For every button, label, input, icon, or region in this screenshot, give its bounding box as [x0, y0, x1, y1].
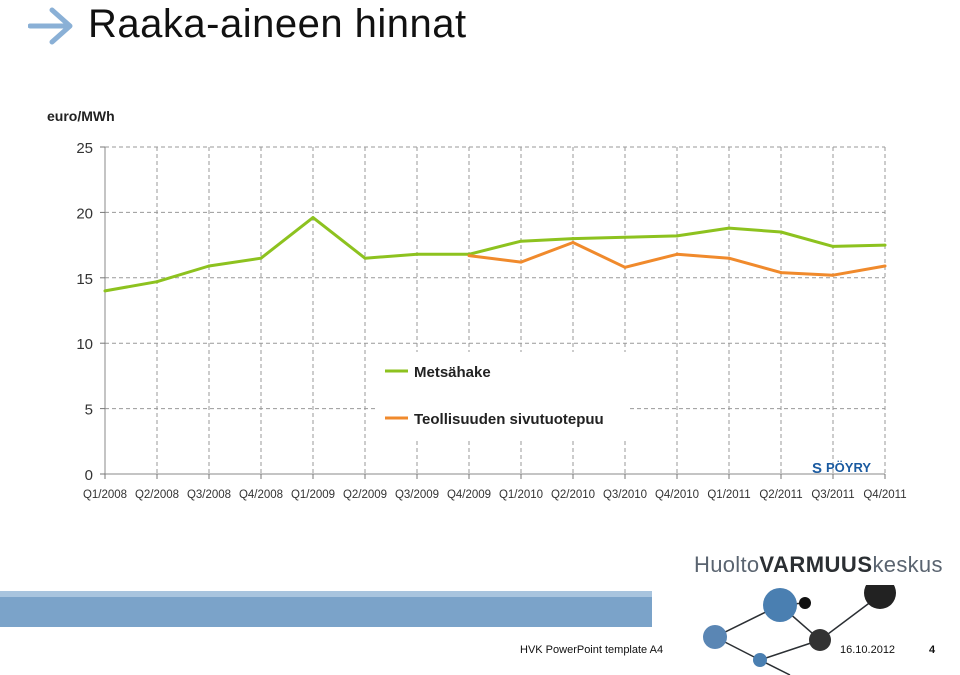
x-tick-label: Q1/2010	[499, 489, 543, 501]
data-point	[467, 254, 471, 258]
legend-label: Teollisuuden sivutuotepuu	[414, 411, 604, 428]
template-name: HVK PowerPoint template A4	[520, 644, 664, 656]
data-point	[259, 256, 263, 260]
data-point	[415, 252, 419, 256]
x-tick-label: Q1/2009	[291, 489, 335, 501]
data-point	[779, 271, 783, 275]
legend-label: Metsähake	[414, 364, 491, 381]
chart-series	[103, 216, 887, 293]
data-point	[883, 264, 887, 268]
x-tick-label: Q3/2008	[187, 489, 231, 501]
data-point	[831, 273, 835, 277]
page-number: 4	[929, 644, 936, 656]
y-tick-label: 5	[85, 402, 93, 419]
data-point	[779, 230, 783, 234]
x-tick-label: Q4/2009	[447, 489, 491, 501]
slide-title: Raaka-aineen hinnat	[88, 2, 467, 46]
x-tick-label: Q2/2010	[551, 489, 595, 501]
arrow-right-icon	[28, 7, 73, 45]
data-point	[883, 243, 887, 247]
x-tick-label: Q2/2011	[759, 489, 802, 501]
y-tick-label: 20	[76, 205, 93, 222]
molecule-graphic	[703, 585, 896, 675]
x-tick-label: Q1/2011	[707, 489, 750, 501]
y-tick-label: 15	[76, 271, 93, 288]
data-point	[623, 265, 627, 269]
organization-logo: HuoltoVARMUUSkeskus	[694, 552, 943, 577]
data-point	[519, 239, 523, 243]
chart-legend: Metsähake Teollisuuden sivutuotepuu	[375, 352, 630, 438]
data-point	[831, 244, 835, 248]
x-tick-label: Q4/2008	[239, 489, 283, 501]
y-tick-label: 10	[76, 336, 93, 353]
x-tick-label: Q2/2008	[135, 489, 179, 501]
x-tick-label: Q4/2010	[655, 489, 699, 501]
x-tick-label: Q1/2008	[83, 489, 127, 501]
x-tick-label: Q3/2009	[395, 489, 439, 501]
y-axis-ticks: 0 5 10 15 20 25	[76, 140, 105, 484]
series-line	[104, 216, 886, 293]
data-point	[727, 226, 731, 230]
data-point	[727, 256, 731, 260]
watermark-text: PÖYRY	[826, 460, 871, 475]
data-point	[311, 216, 315, 220]
data-point	[675, 252, 679, 256]
footer-date: 16.10.2012	[840, 644, 896, 656]
data-point	[363, 256, 367, 260]
data-point	[623, 235, 627, 239]
x-axis-ticks: Q1/2008 Q2/2008 Q3/2008 Q4/2008 Q1/2009 Q2/20…	[83, 474, 907, 501]
x-tick-label: Q4/2011	[863, 489, 906, 501]
data-point	[571, 237, 575, 241]
data-point	[207, 264, 211, 268]
data-point	[103, 289, 107, 293]
x-tick-label: Q2/2009	[343, 489, 387, 501]
data-point	[519, 260, 523, 264]
poyry-logo: S PÖYRY	[812, 460, 871, 477]
data-point	[571, 240, 575, 244]
y-tick-label: 0	[85, 467, 93, 484]
y-tick-label: 25	[76, 140, 93, 157]
x-tick-label: Q3/2010	[603, 489, 647, 501]
x-tick-label: Q3/2011	[811, 489, 854, 501]
data-point	[675, 234, 679, 238]
chart-grid	[104, 146, 886, 475]
svg-text:S: S	[812, 460, 822, 477]
legend-background	[375, 352, 630, 438]
footer-band	[0, 591, 652, 627]
data-point	[155, 280, 159, 284]
y-axis-label: euro/MWh	[47, 108, 115, 124]
